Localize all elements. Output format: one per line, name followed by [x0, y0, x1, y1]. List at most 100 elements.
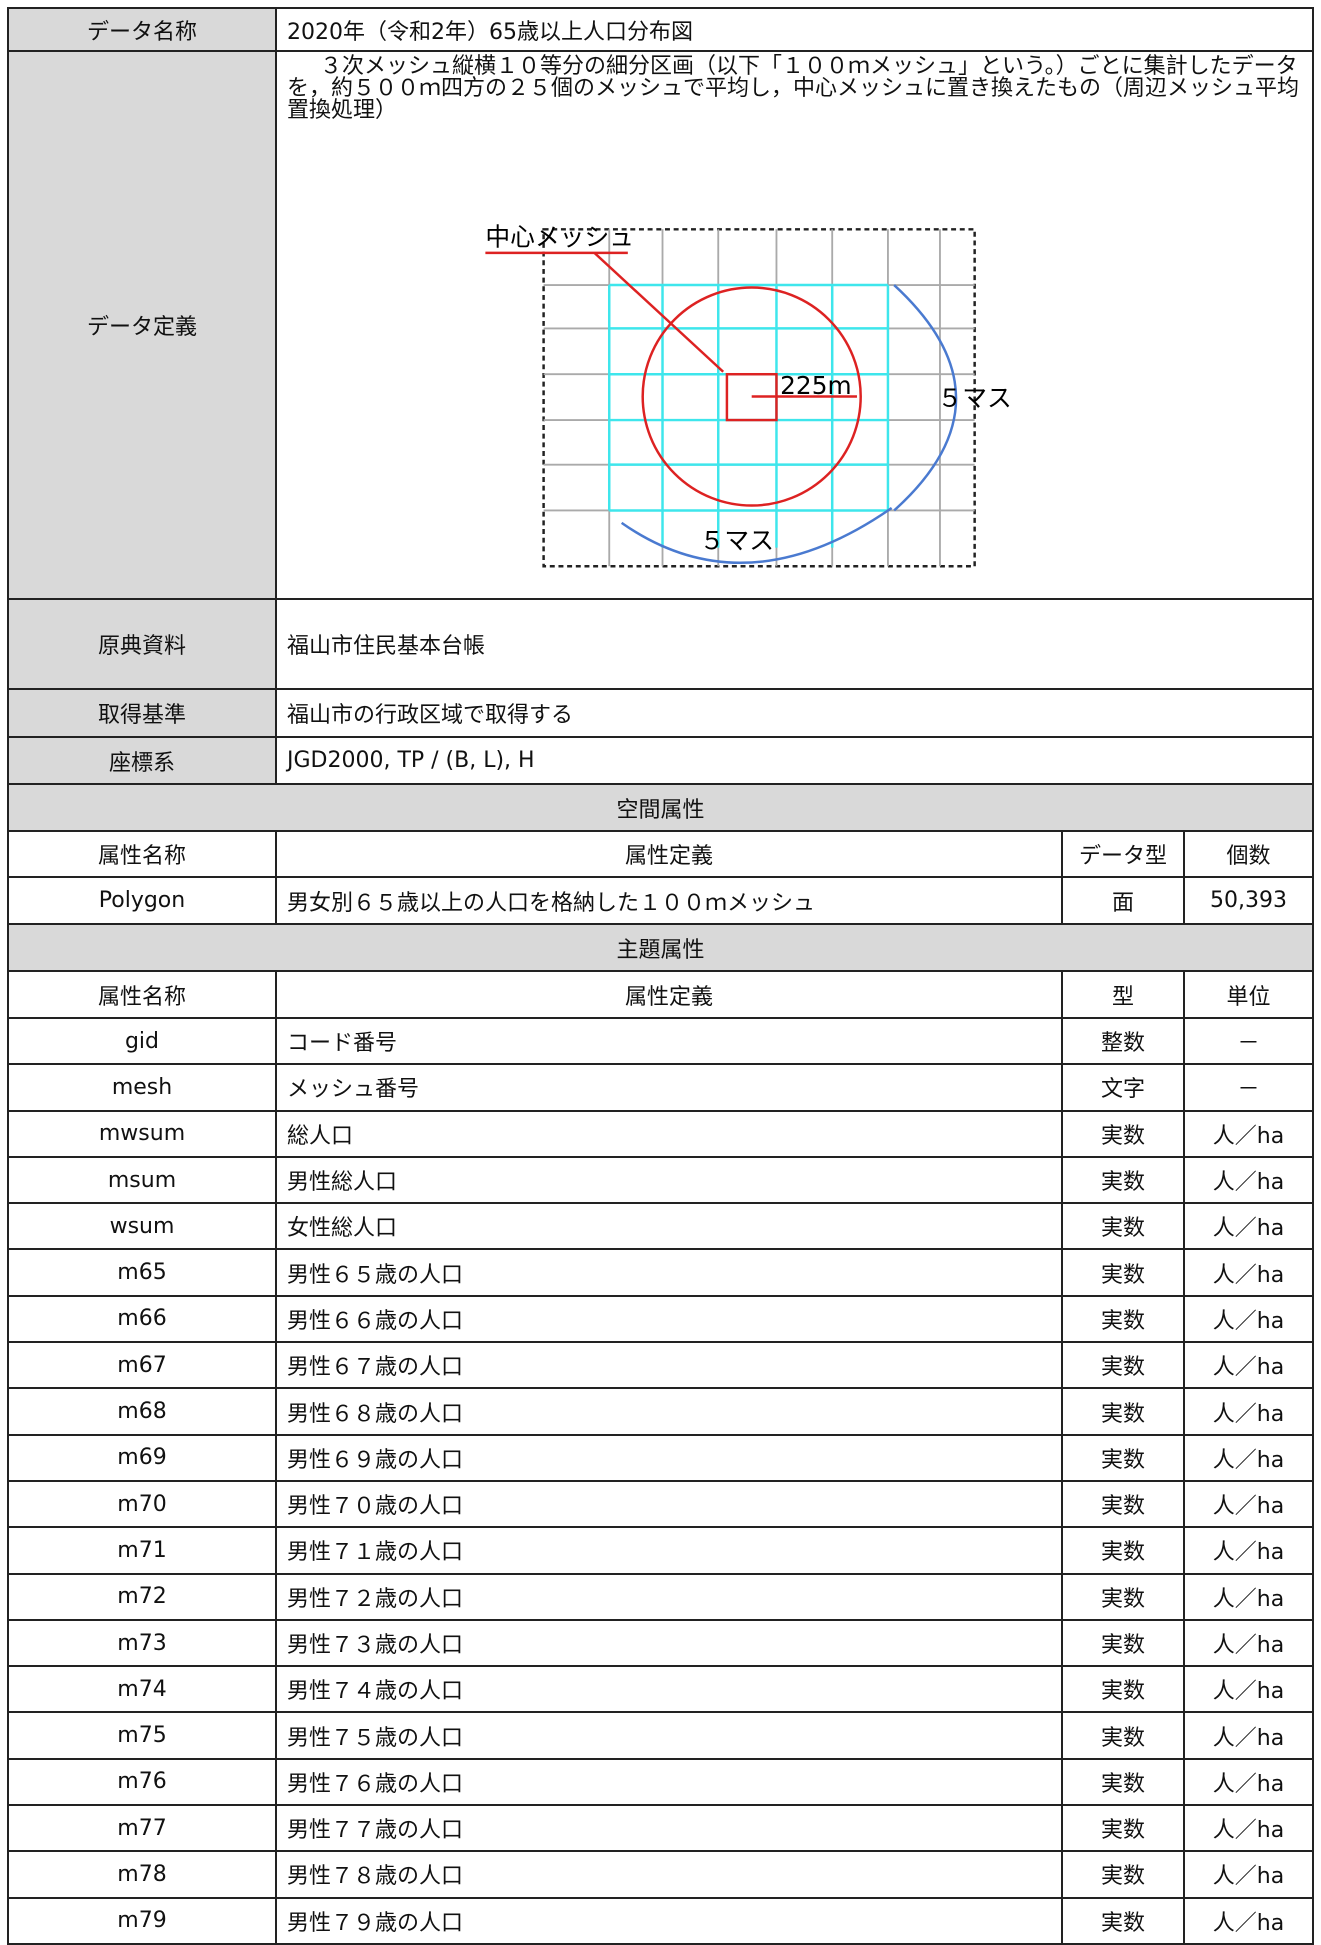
- table-cell: 文字: [1061, 1063, 1185, 1112]
- table-row: m74 男性７４歳の人口 実数 人／ha: [7, 1665, 1315, 1714]
- column-header: 属性名称: [7, 970, 277, 1019]
- table-cell: 人／ha: [1182, 1479, 1315, 1529]
- table-row: m66 男性６６歳の人口 実数 人／ha: [7, 1294, 1315, 1344]
- table-cell: m66: [7, 1294, 277, 1344]
- field-label: 原典資料: [7, 598, 277, 690]
- table-cell: mesh: [7, 1063, 277, 1112]
- table-cell: 人／ha: [1182, 1804, 1315, 1853]
- table-cell: 50,393: [1182, 876, 1315, 925]
- table-cell: 実数: [1061, 1850, 1185, 1899]
- table-cell: 実数: [1061, 1665, 1185, 1714]
- table-cell: m69: [7, 1433, 277, 1482]
- table-cell: mwsum: [7, 1109, 277, 1158]
- table-row: wsum 女性総人口 実数 人／ha: [7, 1202, 1315, 1251]
- table-cell: 人／ha: [1182, 1711, 1315, 1760]
- table-row: gid コード番号 整数－: [7, 1016, 1315, 1066]
- table-cell: 男性７３歳の人口: [275, 1618, 1063, 1668]
- table-row: msum 男性総人口 実数 人／ha: [7, 1155, 1315, 1205]
- table-cell: m68: [7, 1387, 277, 1436]
- table-cell: 実数: [1061, 1896, 1185, 1945]
- column-header: 個数: [1182, 830, 1315, 878]
- table-cell: m76: [7, 1757, 277, 1807]
- table-row: m65 男性６５歳の人口 実数 人／ha: [7, 1248, 1315, 1297]
- table-cell: 人／ha: [1182, 1433, 1315, 1482]
- column-header: 属性定義: [275, 970, 1063, 1019]
- table-row: m78 男性７８歳の人口 実数 人／ha: [7, 1850, 1315, 1899]
- table-cell: －: [1182, 1016, 1315, 1066]
- table-cell: メッシュ番号: [275, 1063, 1063, 1112]
- table-cell: 人／ha: [1182, 1294, 1315, 1344]
- table-cell: Polygon: [7, 876, 277, 925]
- table-cell: 実数: [1061, 1341, 1185, 1390]
- table-cell: m65: [7, 1248, 277, 1297]
- table-row: m77 男性７７歳の人口 実数 人／ha: [7, 1804, 1315, 1853]
- table-cell: 実数: [1061, 1757, 1185, 1807]
- table-cell: 実数: [1061, 1479, 1185, 1529]
- table-cell: コード番号: [275, 1016, 1063, 1066]
- table-cell: msum: [7, 1155, 277, 1205]
- table-row: m76 男性７６歳の人口 実数 人／ha: [7, 1757, 1315, 1807]
- table-cell: 男性７６歳の人口: [275, 1757, 1063, 1807]
- table-cell: 実数: [1061, 1433, 1185, 1482]
- mesh-diagram: 中心メッシュ 225m ５マス ５マス: [485, 222, 1012, 568]
- center-label: 中心メッシュ: [485, 222, 634, 251]
- table-cell: wsum: [7, 1202, 277, 1251]
- table-row: 属性名称 属性定義 データ型 個数: [7, 830, 1315, 878]
- table-cell: 実数: [1061, 1248, 1185, 1297]
- field-value: 福山市の行政区域で取得する: [274, 688, 1315, 738]
- table-cell: 人／ha: [1182, 1248, 1315, 1297]
- table-cell: 整数: [1061, 1016, 1185, 1066]
- table-cell: 男性６９歳の人口: [275, 1433, 1063, 1482]
- table-row: m75 男性７５歳の人口 実数 人／ha: [7, 1711, 1315, 1760]
- column-header: 属性名称: [7, 830, 277, 878]
- field-label: データ定義: [7, 50, 277, 600]
- table-cell: m75: [7, 1711, 277, 1760]
- table-row: 座標系 JGD2000, TP / (B, L), H: [7, 736, 1315, 785]
- table-cell: 女性総人口: [275, 1202, 1063, 1251]
- table-cell: 男性７８歳の人口: [275, 1850, 1063, 1899]
- section-title: 主題属性: [6, 923, 1315, 972]
- table-cell: 男女別６５歳以上の人口を格納した１００ｍメッシュ: [275, 876, 1063, 925]
- table-row: m67 男性６７歳の人口 実数 人／ha: [7, 1341, 1315, 1390]
- table-row: mwsum 総人口 実数 人／ha: [7, 1109, 1315, 1158]
- column-header: 単位: [1182, 970, 1315, 1019]
- table-row: データ定義 ３次メッシュ縦横１０等分の細分区画（以下「１００ｍメッシュ」という。）…: [7, 50, 1315, 600]
- table-cell: 男性７１歳の人口: [275, 1526, 1063, 1575]
- table-cell: 男性６８歳の人口: [275, 1387, 1063, 1436]
- table-cell: 人／ha: [1182, 1896, 1315, 1945]
- table-cell: 男性７５歳の人口: [275, 1711, 1063, 1760]
- table-cell: 実数: [1061, 1109, 1185, 1158]
- table-cell: 男性６６歳の人口: [275, 1294, 1063, 1344]
- distance-label: 225m: [780, 371, 851, 400]
- table-cell: 男性７７歳の人口: [275, 1804, 1063, 1853]
- table-row: m73 男性７３歳の人口 実数 人／ha: [7, 1618, 1315, 1668]
- column-header: 型: [1061, 970, 1185, 1019]
- table-row: 取得基準 福山市の行政区域で取得する: [7, 688, 1315, 738]
- table-cell: m72: [7, 1572, 277, 1621]
- table-row: m70 男性７０歳の人口 実数 人／ha: [7, 1479, 1315, 1529]
- table-cell: 男性７４歳の人口: [275, 1665, 1063, 1714]
- table-cell: 実数: [1061, 1526, 1185, 1575]
- table-cell: 人／ha: [1182, 1155, 1315, 1205]
- table-cell: 実数: [1061, 1804, 1185, 1853]
- table-cell: m70: [7, 1479, 277, 1529]
- table-row: データ名称 2020年（令和2年）65歳以上人口分布図: [7, 7, 1315, 52]
- data-spec-table: データ名称 2020年（令和2年）65歳以上人口分布図 データ定義 ３次メッシュ縦横１…: [6, 7, 1315, 1945]
- table-cell: 面: [1061, 876, 1185, 925]
- table-cell: m78: [7, 1850, 277, 1899]
- table-cell: 男性７２歳の人口: [275, 1572, 1063, 1621]
- table-cell: 実数: [1061, 1294, 1185, 1344]
- field-value: JGD2000, TP / (B, L), H: [274, 736, 1315, 785]
- table-cell: 人／ha: [1182, 1757, 1315, 1807]
- table-cell: m77: [7, 1804, 277, 1853]
- field-value: 福山市住民基本台帳: [274, 598, 1315, 690]
- table-cell: 人／ha: [1182, 1665, 1315, 1714]
- column-header: 属性定義: [275, 830, 1063, 878]
- table-cell: 実数: [1061, 1202, 1185, 1251]
- table-row: 空間属性: [6, 783, 1315, 832]
- table-cell: 人／ha: [1182, 1109, 1315, 1158]
- field-label: 座標系: [7, 736, 277, 785]
- field-label: データ名称: [7, 7, 277, 52]
- table-cell: 男性７０歳の人口: [275, 1479, 1063, 1529]
